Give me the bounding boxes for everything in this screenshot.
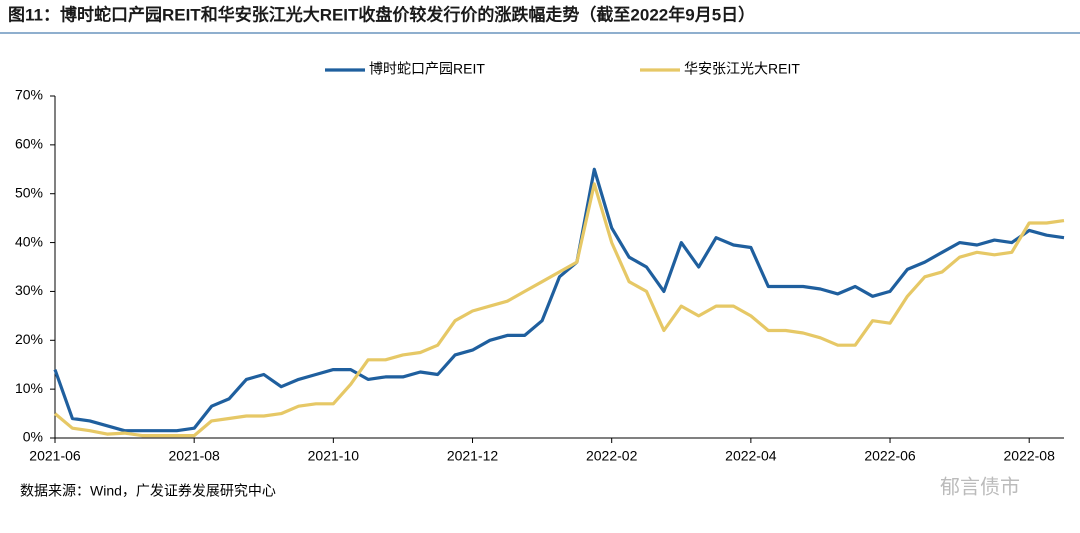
y-tick-label: 10% <box>15 380 43 396</box>
x-tick-label: 2022-02 <box>586 448 638 464</box>
y-tick-label: 60% <box>15 136 43 152</box>
legend-label: 博时蛇口产园REIT <box>369 61 485 77</box>
x-tick-label: 2022-06 <box>864 448 916 464</box>
x-tick-label: 2021-08 <box>168 448 220 464</box>
series-line <box>53 167 1065 433</box>
x-tick-label: 2022-04 <box>725 448 777 464</box>
x-tick-label: 2021-06 <box>29 448 81 464</box>
y-tick-label: 40% <box>15 233 43 249</box>
y-tick-label: 0% <box>23 429 43 445</box>
chart-title: 图11：博时蛇口产园REIT和华安张江光大REIT收盘价较发行价的涨跌幅走势（截… <box>8 4 755 24</box>
y-tick-label: 70% <box>15 87 43 103</box>
watermark: 郁言债市 <box>940 475 1020 498</box>
x-tick-label: 2021-12 <box>447 448 499 464</box>
y-tick-label: 30% <box>15 282 43 298</box>
x-tick-label: 2021-10 <box>308 448 360 464</box>
legend-label: 华安张江光大REIT <box>684 61 800 77</box>
source: 数据来源：Wind，广发证券发展研究中心 <box>20 483 276 499</box>
x-tick-label: 2022-08 <box>1004 448 1056 464</box>
y-tick-label: 50% <box>15 184 43 200</box>
series-line <box>53 182 1065 438</box>
y-tick-label: 20% <box>15 331 43 347</box>
